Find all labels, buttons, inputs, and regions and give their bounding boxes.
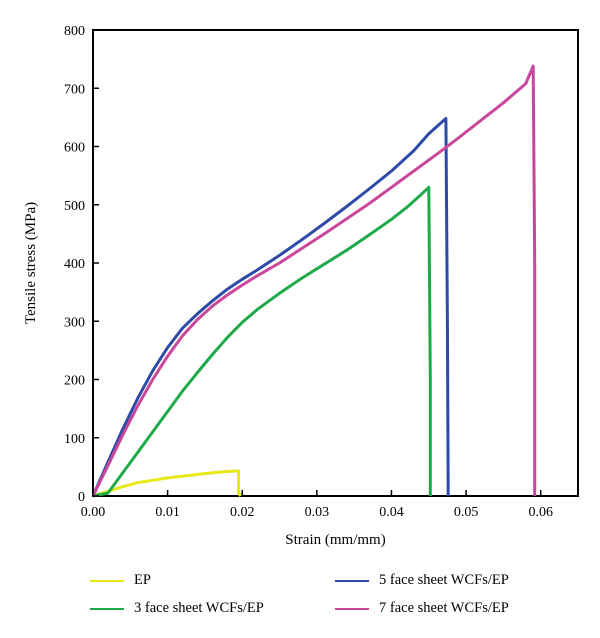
legend-item-7-face: 7 face sheet WCFs/EP — [335, 600, 509, 617]
legend-label-7-face: 7 face sheet WCFs/EP — [379, 600, 509, 616]
legend-swatch-3-face — [90, 607, 124, 610]
legend-item-3-face: 3 face sheet WCFs/EP — [90, 600, 264, 617]
x-tick-label: 0.03 — [305, 505, 330, 520]
x-tick-label: 0.02 — [230, 505, 255, 520]
x-tick-label: 0.05 — [454, 505, 479, 520]
y-tick-label: 100 — [64, 432, 85, 447]
x-axis: 0.00 0.01 0.02 0.03 0.04 0.05 0.06 — [81, 490, 553, 520]
legend: EP 3 face sheet WCFs/EP 5 face sheet WCF… — [0, 566, 600, 632]
x-axis-title: Strain (mm/mm) — [285, 532, 385, 548]
series-line-1 — [92, 185, 432, 498]
series-layer — [91, 64, 537, 498]
x-tick-label: 0.04 — [379, 505, 404, 520]
series-line-2 — [91, 117, 450, 497]
x-tick-label: 0.01 — [155, 505, 180, 520]
tensile-chart: 0.00 0.01 0.02 0.03 0.04 0.05 0.06 0 100 200 300 4… — [23, 24, 579, 548]
y-axis: 0 100 200 300 400 500 600 700 800 — [64, 24, 99, 505]
y-tick-label: 400 — [64, 257, 85, 272]
y-tick-label: 200 — [64, 374, 85, 389]
legend-swatch-7-face — [335, 607, 369, 610]
series-line-0 — [92, 469, 242, 498]
x-tick-label: 0.06 — [528, 505, 553, 520]
legend-label-5-face: 5 face sheet WCFs/EP — [379, 572, 509, 588]
y-tick-label: 300 — [64, 315, 85, 330]
y-tick-label: 0 — [78, 490, 85, 505]
legend-item-5-face: 5 face sheet WCFs/EP — [335, 572, 509, 589]
series-line-3 — [91, 64, 537, 497]
y-tick-label: 500 — [64, 199, 85, 214]
y-axis-title: Tensile stress (MPa) — [23, 202, 39, 324]
y-tick-label: 800 — [64, 24, 85, 39]
y-tick-label: 600 — [64, 141, 85, 156]
y-tick-label: 700 — [64, 82, 85, 97]
legend-item-ep: EP — [90, 572, 151, 589]
x-tick-label: 0.00 — [81, 505, 106, 520]
legend-swatch-ep — [90, 579, 124, 582]
legend-label-3-face: 3 face sheet WCFs/EP — [134, 600, 264, 616]
legend-swatch-5-face — [335, 579, 369, 582]
legend-label-ep: EP — [134, 572, 151, 588]
